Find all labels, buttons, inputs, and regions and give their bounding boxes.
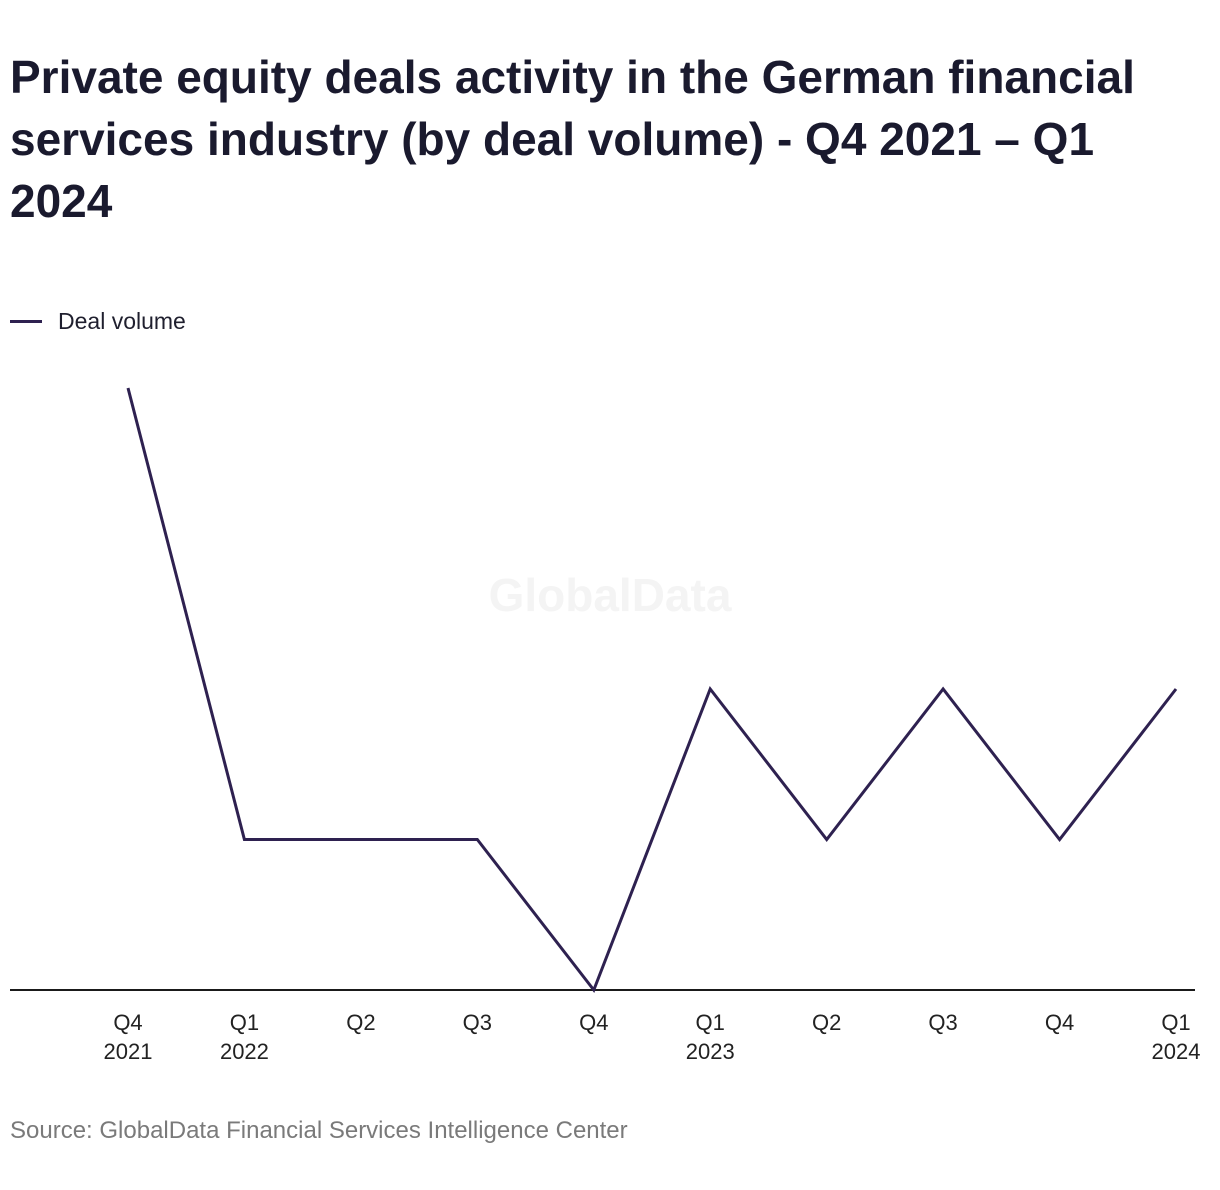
x-tick-year-label: 2021	[104, 1039, 153, 1064]
x-tick-label: Q2	[812, 1010, 841, 1035]
legend-line-swatch	[10, 319, 42, 323]
series-line-deal-volume	[126, 387, 1178, 994]
x-tick-year-label: 2022	[220, 1039, 269, 1064]
x-tick-label: Q4	[1045, 1010, 1074, 1035]
legend: Deal volume	[10, 306, 186, 336]
x-tick-label: Q3	[928, 1010, 957, 1035]
x-tick-year-label: 2024	[1152, 1039, 1201, 1064]
source-note: Source: GlobalData Financial Services In…	[10, 1117, 628, 1144]
x-tick-label: Q2	[346, 1010, 375, 1035]
chart-title: Private equity deals activity in the Ger…	[10, 51, 1135, 227]
x-tick-label: Q1	[230, 1010, 259, 1035]
x-tick-year-label: 2023	[686, 1039, 735, 1064]
x-tick-label: Q1	[1161, 1010, 1190, 1035]
legend-label: Deal volume	[58, 307, 186, 334]
watermark: GlobalData	[489, 569, 732, 621]
x-tick-label: Q4	[579, 1010, 608, 1035]
x-tick-label: Q4	[113, 1010, 142, 1035]
x-tick-label: Q1	[696, 1010, 725, 1035]
x-tick-labels: Q4 2021 Q1 2022 Q2 Q3 Q4 Q1 2023 Q2 Q3 Q4 Q1 2024	[104, 1010, 1201, 1064]
x-tick-label: Q3	[463, 1010, 492, 1035]
